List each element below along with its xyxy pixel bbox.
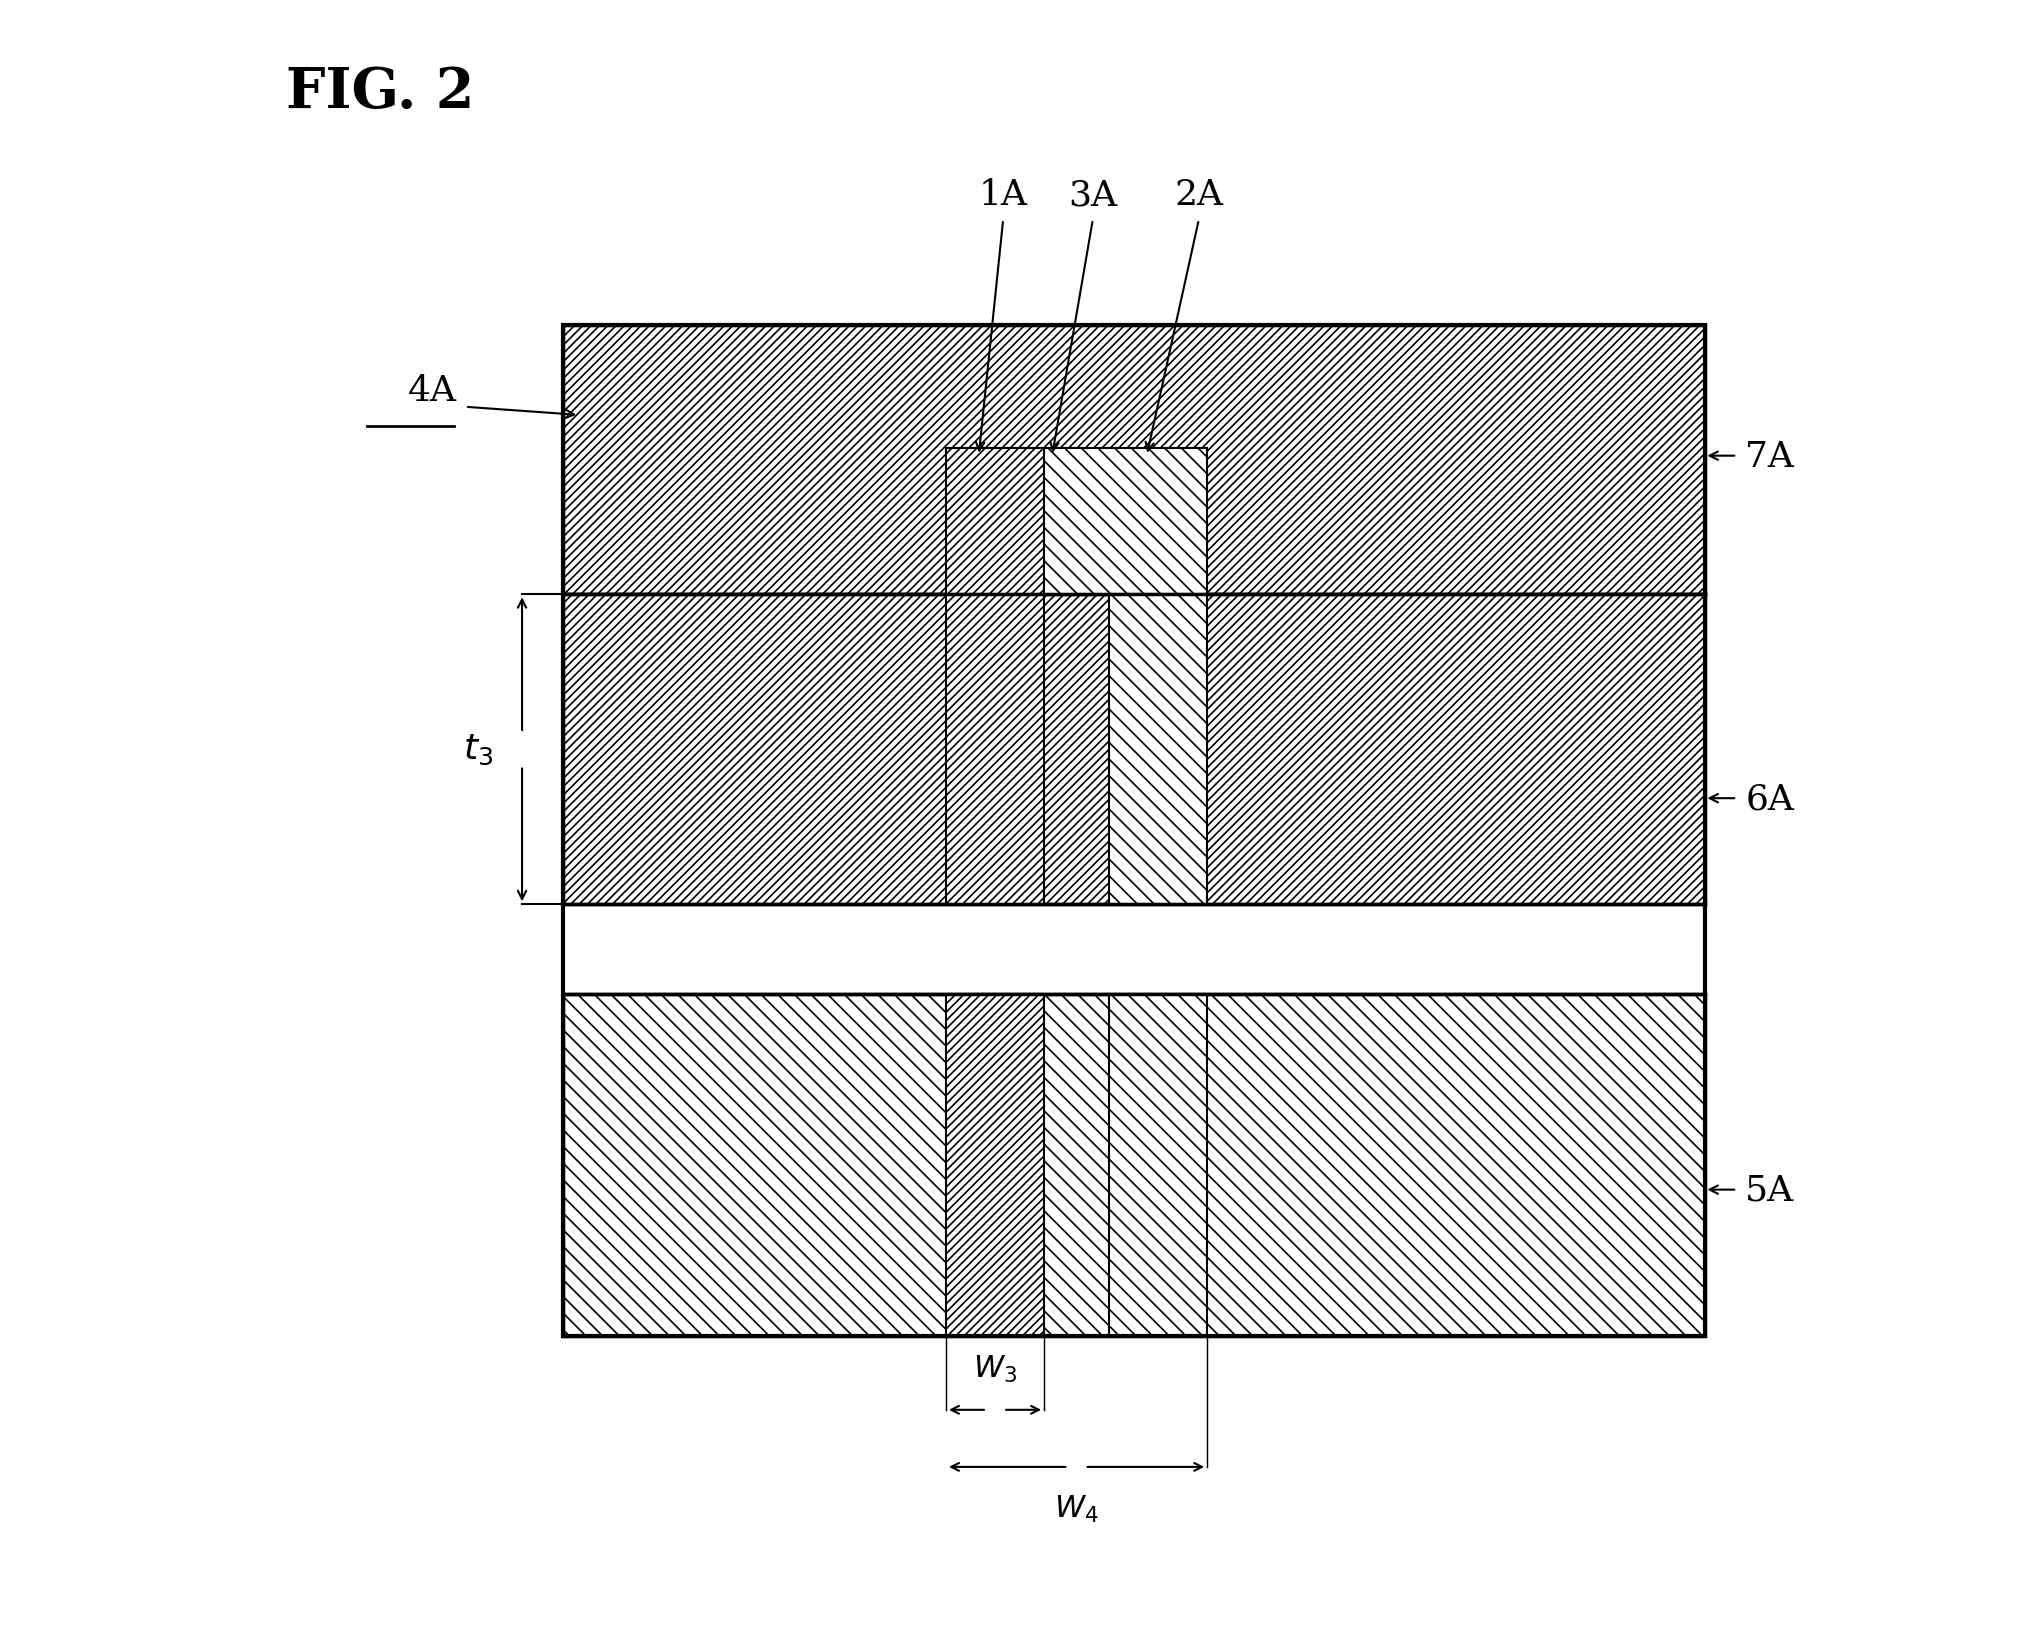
Bar — [1044, 448, 1207, 595]
Text: 6A: 6A — [1745, 782, 1794, 815]
Text: FIG. 2: FIG. 2 — [285, 65, 473, 121]
Bar — [563, 326, 1705, 595]
Text: 4A: 4A — [408, 375, 457, 408]
Text: $W_4$: $W_4$ — [1054, 1493, 1099, 1524]
Bar — [1109, 595, 1207, 905]
Text: 7A: 7A — [1745, 440, 1794, 473]
Bar — [946, 595, 1044, 905]
Text: $t_3$: $t_3$ — [463, 732, 493, 768]
Bar — [563, 994, 1705, 1337]
Bar — [563, 595, 1705, 905]
Text: 1A: 1A — [979, 178, 1028, 212]
Bar — [563, 326, 1705, 1337]
Text: $W_3$: $W_3$ — [973, 1353, 1017, 1384]
Bar — [946, 448, 1044, 595]
Bar — [946, 994, 1044, 1337]
Text: 3A: 3A — [1068, 178, 1117, 212]
Bar — [1109, 994, 1207, 1337]
Text: 2A: 2A — [1174, 178, 1223, 212]
Text: 5A: 5A — [1745, 1174, 1794, 1206]
